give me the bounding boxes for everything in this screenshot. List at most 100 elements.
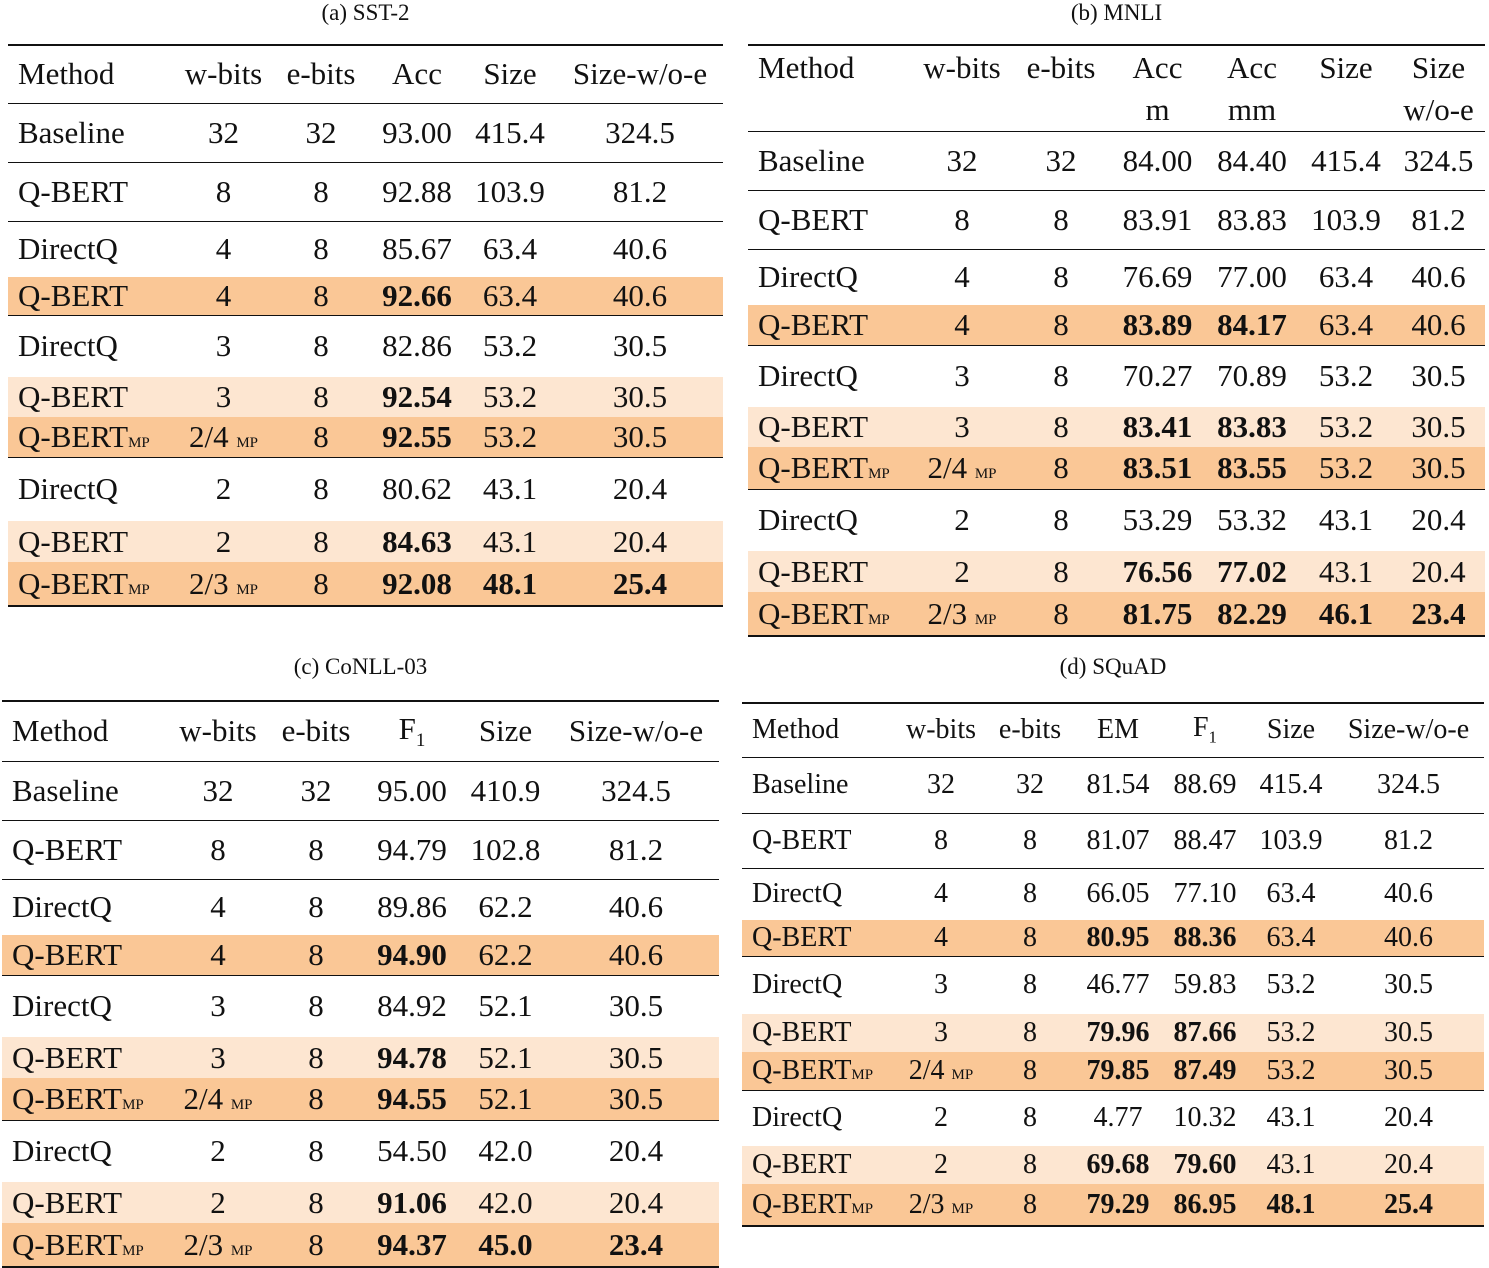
cell-method: Q-BERT bbox=[2, 935, 170, 975]
cell-e-bits: 8 bbox=[1023, 1102, 1037, 1134]
cell-method: Q-BERT bbox=[12, 831, 123, 867]
cell-em: 46.77 bbox=[1086, 969, 1150, 1001]
cell-f1: 89.86 bbox=[377, 889, 447, 925]
table-row: Q-BERTMP 2/4 MP 8 92.55 53.2 30.5 bbox=[8, 417, 723, 457]
bold-value: 84.17 bbox=[1217, 306, 1287, 342]
cell-size: 48.1 bbox=[463, 562, 557, 606]
cell-e-bits: 8 bbox=[266, 1182, 366, 1223]
method-name: Q-BERT bbox=[12, 1080, 123, 1116]
bold-value: 79.29 bbox=[1086, 1188, 1150, 1220]
bits-value: 2/4 bbox=[188, 418, 229, 454]
col-method: Method bbox=[752, 714, 840, 746]
cell-e-bits: 8 bbox=[266, 935, 366, 975]
cell-size-wo-e: 81.2 bbox=[1411, 201, 1466, 237]
col-acc-mm: Acc bbox=[1227, 49, 1277, 85]
f-label: F bbox=[398, 710, 416, 746]
col-size: Size bbox=[1266, 714, 1316, 746]
panel-sst2: (a) SST-2 Method w-bits e-bits Acc Size … bbox=[8, 0, 723, 620]
cell-size-wo-e: 40.6 bbox=[1384, 878, 1433, 910]
bold-value: 92.54 bbox=[382, 379, 452, 414]
cell-size: 415.4 bbox=[1311, 142, 1381, 178]
bold-value: 91.06 bbox=[377, 1184, 447, 1220]
panel-mnli: (b) MNLI Method w-bits e-bits Acc Acc Si… bbox=[748, 0, 1485, 660]
table-row: Q-BERT 8 8 94.79 102.8 81.2 bbox=[2, 820, 719, 879]
bold-value: 69.68 bbox=[1086, 1149, 1150, 1180]
cell-e-bits: 8 bbox=[271, 417, 371, 457]
mp-subscript: MP bbox=[128, 581, 150, 598]
bold-value: 23.4 bbox=[608, 1226, 664, 1262]
col-method: Method bbox=[12, 713, 109, 749]
cell-e-bits: 8 bbox=[271, 521, 371, 562]
cell-method: Q-BERT bbox=[742, 1146, 897, 1184]
table-row: DirectQ 2 8 53.29 53.32 43.1 20.4 bbox=[748, 489, 1485, 551]
bold-value: 94.78 bbox=[377, 1039, 447, 1075]
cell-size-wo-e: 40.6 bbox=[612, 231, 668, 267]
table-row: Baseline 32 32 93.00 415.4 324.5 bbox=[8, 103, 723, 162]
cell-size: 103.9 bbox=[1259, 824, 1323, 856]
col-acc-mm-2: mm bbox=[1227, 91, 1277, 127]
cell-size: 52.1 bbox=[458, 1037, 553, 1078]
cell-method: Q-BERTMP bbox=[2, 1078, 170, 1120]
panel-conll03: (c) CoNLL-03 Method w-bits e-bits F1 Siz… bbox=[2, 654, 719, 1267]
header-row: Method w-bits e-bits Acc Acc Size Size bbox=[748, 45, 1485, 89]
cell-w-bits: 8 bbox=[934, 824, 948, 856]
cell-size-wo-e: 30.5 bbox=[1384, 969, 1433, 1001]
bits-value: 2/4 bbox=[908, 1054, 945, 1086]
cell-size: 52.1 bbox=[458, 1078, 553, 1120]
bits-value: 2/3 bbox=[927, 595, 968, 631]
bold-value: 94.37 bbox=[377, 1226, 447, 1262]
cell-size-wo-e: 30.5 bbox=[553, 1037, 719, 1078]
table-sst2: Method w-bits e-bits Acc Size Size-w/o-e… bbox=[8, 44, 723, 607]
cell-size-wo-e: 23.4 bbox=[553, 1223, 719, 1267]
cell-e-bits: 8 bbox=[985, 1052, 1075, 1090]
cell-e-bits: 8 bbox=[271, 562, 371, 606]
bold-value: 86.95 bbox=[1173, 1188, 1237, 1220]
cell-method: DirectQ bbox=[758, 259, 858, 295]
cell-size: 63.4 bbox=[1300, 305, 1392, 345]
col-e-bits: e-bits bbox=[286, 56, 356, 92]
cell-size-wo-e: 25.4 bbox=[557, 562, 723, 606]
method-name: Q-BERT bbox=[12, 1226, 123, 1262]
bold-value: 82.29 bbox=[1217, 595, 1287, 631]
col-size-wo-e: Size-w/o-e bbox=[568, 713, 704, 749]
cell-size: 53.2 bbox=[482, 328, 538, 364]
cell-size-wo-e: 20.4 bbox=[1384, 1102, 1433, 1134]
cell-em: 4.77 bbox=[1093, 1102, 1143, 1134]
cell-method: DirectQ bbox=[752, 969, 843, 1001]
col-e-bits: e-bits bbox=[281, 713, 351, 749]
cell-size: 53.2 bbox=[1300, 447, 1392, 489]
header-row: Method w-bits e-bits F1 Size Size-w/o-e bbox=[2, 701, 719, 761]
cell-f1: 94.90 bbox=[366, 935, 458, 975]
cell-method: Q-BERTMP bbox=[8, 562, 176, 606]
col-e-bits-2 bbox=[1011, 89, 1111, 131]
cell-w-bits: 32 bbox=[927, 769, 955, 800]
bold-value: 92.08 bbox=[382, 565, 452, 601]
cell-acc-m: 81.75 bbox=[1111, 592, 1204, 636]
bold-value: 83.55 bbox=[1217, 449, 1287, 485]
col-acc-m-2: m bbox=[1145, 91, 1170, 127]
col-size-2 bbox=[1300, 89, 1392, 131]
bold-value: 23.4 bbox=[1411, 595, 1466, 631]
f-label: F bbox=[1192, 712, 1209, 744]
table-row: DirectQ 4 8 89.86 62.2 40.6 bbox=[2, 879, 719, 935]
cell-method: Q-BERT bbox=[748, 551, 913, 592]
cell-size-wo-e: 40.6 bbox=[1392, 305, 1485, 345]
table-row: DirectQ 3 8 82.86 53.2 30.5 bbox=[8, 315, 723, 377]
cell-f1: 59.83 bbox=[1173, 969, 1237, 1001]
cell-acc-mm: 83.83 bbox=[1217, 201, 1287, 237]
table-row: DirectQ 3 8 84.92 52.1 30.5 bbox=[2, 975, 719, 1037]
cell-method: Baseline bbox=[752, 769, 849, 800]
bold-value: 94.55 bbox=[377, 1080, 447, 1116]
table-row: Q-BERT 8 8 81.07 88.47 103.9 81.2 bbox=[742, 813, 1484, 868]
bold-value: 77.02 bbox=[1217, 553, 1287, 589]
cell-acc-mm: 84.17 bbox=[1204, 305, 1300, 345]
cell-e-bits: 8 bbox=[266, 1223, 366, 1267]
bold-value: 76.56 bbox=[1122, 553, 1193, 589]
caption-sst2: (a) SST-2 bbox=[321, 0, 410, 25]
cell-f1: 94.79 bbox=[377, 831, 447, 867]
cell-e-bits: 8 bbox=[271, 377, 371, 417]
cell-e-bits: 32 bbox=[300, 772, 332, 808]
cell-e-bits: 8 bbox=[1053, 201, 1069, 237]
cell-acc: 93.00 bbox=[382, 114, 452, 150]
cell-acc-mm: 84.40 bbox=[1217, 142, 1287, 178]
